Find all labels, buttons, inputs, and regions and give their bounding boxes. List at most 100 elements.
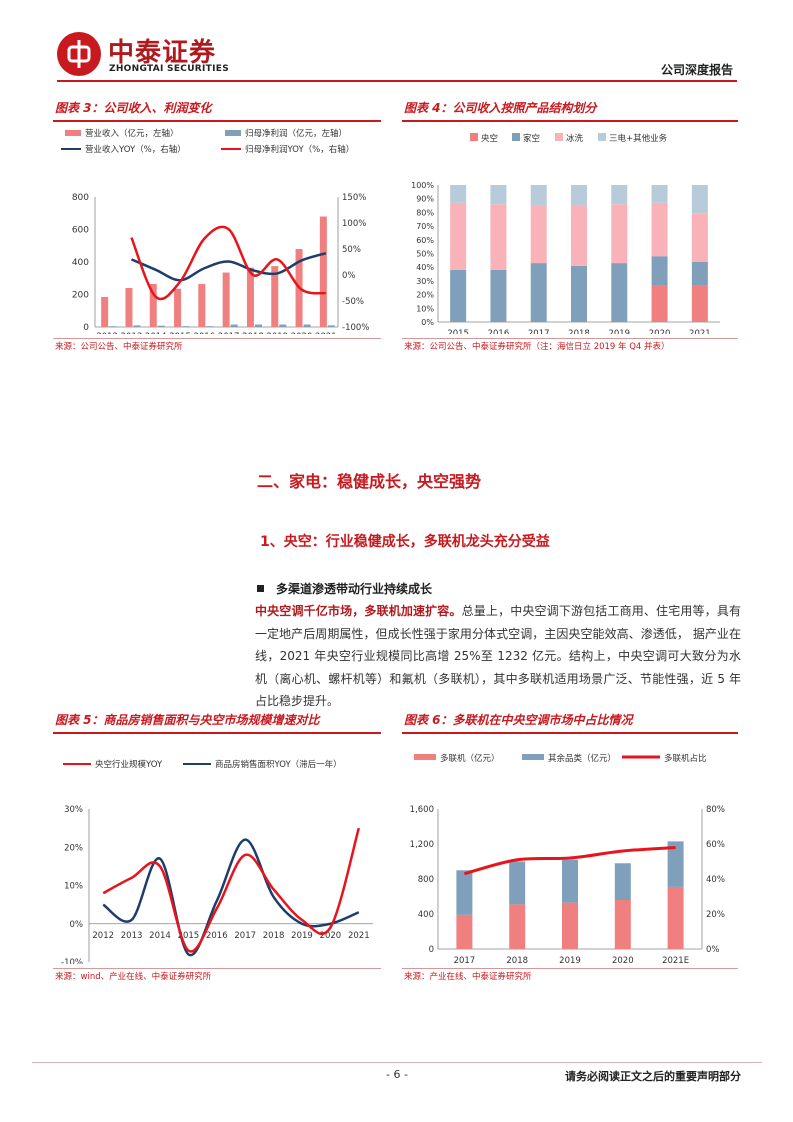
line-vrf-share [464, 846, 676, 876]
y-tick: 50% [416, 250, 434, 259]
x-tick: 2018 [568, 329, 590, 334]
y-tick-right: 20% [706, 910, 725, 920]
x-tick: 2021 [315, 332, 337, 334]
bar-revenue [246, 267, 254, 327]
figure-3: 图表 3：公司收入、利润变化 营业收入（亿元，左轴） 归母净利润（亿元，左轴） … [53, 98, 381, 357]
bullet-text: 多渠道渗透带动行业持续成长 [276, 582, 433, 596]
bar-segment [611, 204, 628, 264]
bar-vrf [509, 904, 526, 949]
legend-fridge-washer: 冰洗 [566, 133, 584, 144]
x-tick: 2013 [121, 332, 143, 334]
bar-profit [182, 326, 190, 327]
legend-housing-yoy: 商品房销售面积YOY（滞后一年） [215, 759, 342, 770]
bar-profit [206, 326, 214, 327]
x-tick: 2019 [266, 332, 288, 334]
x-tick: 2018 [242, 332, 264, 334]
bar-vrf [562, 902, 578, 949]
bar-other-types [614, 863, 631, 900]
bar-segment [651, 256, 668, 286]
y-tick-left: 400 [72, 258, 89, 268]
y-tick-right: 150% [342, 193, 366, 203]
paragraph-text: 总量上，中央空调下游包括工商用、住宅用等，具有一定地产后周期属性，但成长性强于家… [255, 604, 741, 708]
y-tick-left: 1,600 [410, 805, 434, 815]
footer-divider [32, 1062, 762, 1063]
figure-4-title: 图表 4：公司收入按照产品结构划分 [402, 98, 738, 122]
legend-swatch-home-ac [512, 133, 520, 141]
x-tick: 2021 [689, 329, 711, 334]
x-tick: 2016 [194, 332, 216, 334]
y-tick: 40% [416, 263, 434, 272]
legend-swatch-vrf [414, 754, 436, 760]
y-tick-right: 0% [706, 945, 720, 955]
x-tick: 2018 [263, 931, 285, 941]
legend-home-ac: 家空 [523, 133, 540, 144]
bar-revenue [319, 216, 327, 327]
x-tick: 2020 [291, 332, 313, 334]
bar-segment [691, 213, 708, 262]
figure-3-source: 来源：公司公告、中泰证券研究所 [53, 338, 381, 357]
footer-disclaimer: 请务必阅读正文之后的重要声明部分 [565, 1070, 741, 1083]
bar-segment [450, 202, 467, 270]
line-central-ac-yoy [102, 827, 361, 953]
x-tick: 2014 [145, 332, 167, 334]
y-tick-left: 0 [83, 323, 89, 333]
legend-profit-yoy: 归母净利润YOY（%，右轴） [245, 144, 354, 155]
bar-revenue [149, 283, 157, 327]
bar-profit [254, 324, 262, 327]
y-tick-left: 0 [429, 945, 434, 955]
figure-4-source: 来源：公司公告、中泰证券研究所（注：海信日立 2019 年 Q4 并表） [402, 338, 738, 357]
y-tick: 0% [70, 920, 84, 930]
figure-4: 图表 4：公司收入按照产品结构划分 央空 家空 冰洗 三电+其他业务 0% 10%… [402, 98, 738, 357]
bar-revenue [271, 266, 279, 327]
x-tick: 2015 [169, 332, 191, 334]
figure-6-title: 图表 6：多联机在中央空调市场中占比情况 [402, 710, 738, 734]
bar-segment [691, 285, 708, 322]
line-profit-yoy [130, 225, 327, 301]
y-tick: 0% [421, 318, 434, 327]
bar-segment [490, 269, 507, 322]
figure-6-source: 来源：产业在线、中泰证券研究所 [402, 968, 738, 987]
figure-4-chart: 央空 家空 冰洗 三电+其他业务 0% 10% 20% 30% 40% 50% 60% 70%… [411, 133, 720, 339]
bar-profit [109, 326, 117, 327]
y-tick-left: 800 [418, 875, 434, 885]
bar-profit [133, 325, 141, 327]
legend-swatch-central-ac [470, 133, 478, 141]
x-tick: 2019 [559, 956, 581, 964]
page-number: - 6 - [386, 1068, 408, 1081]
report-type: 公司深度报告 [660, 63, 733, 77]
x-tick: 2017 [218, 332, 240, 334]
x-tick: 2020 [649, 329, 671, 334]
bullet-heading: 多渠道渗透带动行业持续成长 [257, 580, 432, 597]
bar-vrf [456, 914, 473, 949]
bar-segment [691, 185, 708, 214]
body-paragraph: 中央空调千亿市场，多联机加速扩容。总量上，中央空调下游包括工商用、住宅用等，具有… [255, 600, 741, 713]
figure-5-title: 图表 5：商品房销售面积与央空市场规模增速对比 [53, 710, 381, 734]
bar-revenue [198, 283, 206, 327]
legend-vrf-share: 多联机占比 [664, 753, 707, 764]
line-housing-yoy [102, 838, 360, 957]
bar-revenue [125, 288, 133, 327]
paragraph-lead: 中央空调千亿市场，多联机加速扩容。 [255, 604, 462, 618]
y-tick: 30% [416, 277, 434, 286]
bar-segment [651, 185, 668, 203]
bar-profit [279, 324, 287, 327]
bar-other-types [509, 861, 526, 905]
legend-swatch-other [598, 133, 606, 141]
bullet-square-icon [257, 585, 264, 592]
y-tick: -10% [61, 958, 83, 964]
bar-revenue [174, 288, 182, 327]
bar-segment [571, 265, 587, 322]
logo-name-cn: 中泰证券 [108, 38, 217, 68]
legend-central-ac: 央空 [481, 133, 498, 144]
legend-swatch-fridge-washer [555, 133, 563, 141]
bar-profit [303, 324, 311, 327]
figure-5-source: 来源：wind、产业在线、中泰证券研究所 [53, 968, 381, 987]
header-divider [57, 80, 737, 82]
bar-segment [450, 185, 467, 203]
figure-6: 图表 6：多联机在中央空调市场中占比情况 多联机（亿元） 其余品类（亿元） 多联… [402, 710, 738, 987]
y-tick-left: 1,200 [410, 840, 434, 850]
bar-profit [157, 325, 165, 327]
bar-segment [530, 263, 547, 322]
y-tick-right: 50% [342, 245, 361, 255]
y-tick-right: 0% [342, 271, 356, 281]
